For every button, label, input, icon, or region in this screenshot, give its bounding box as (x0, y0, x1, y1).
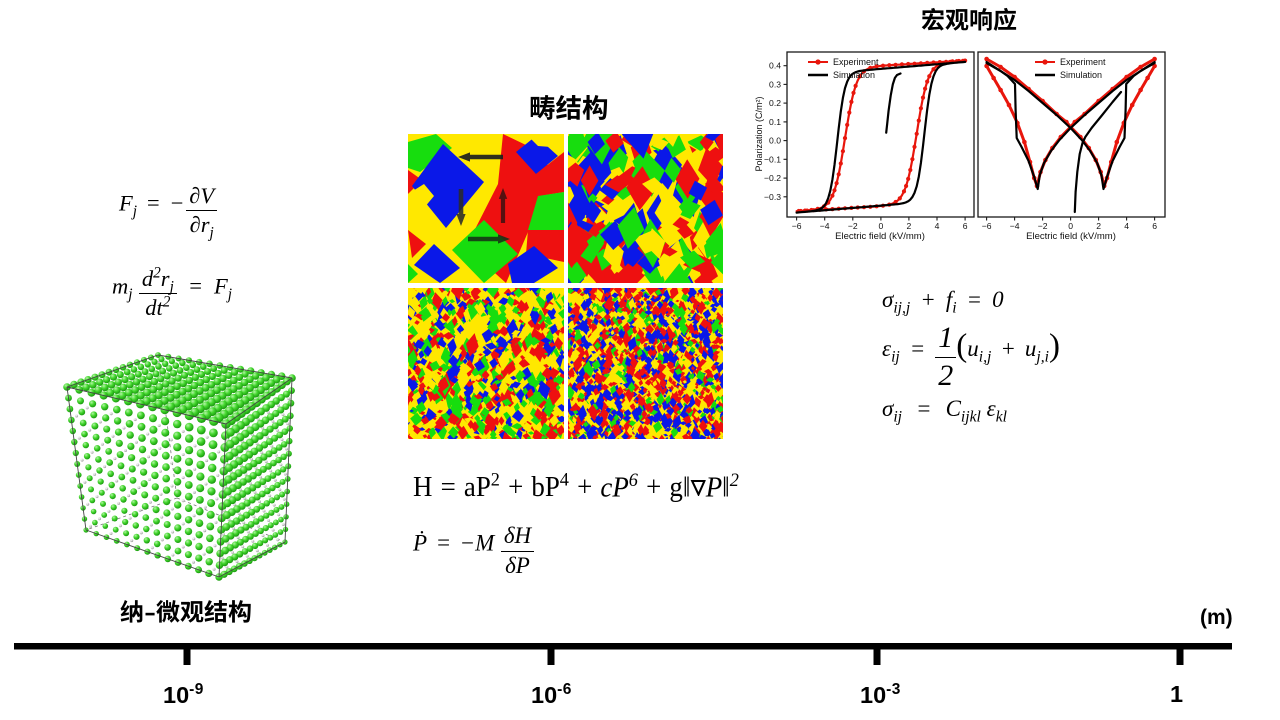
svg-text:0.0: 0.0 (769, 136, 781, 146)
svg-text:−0.2: −0.2 (764, 173, 781, 183)
svg-text:−0.1: −0.1 (764, 154, 781, 164)
svg-text:−0.3: −0.3 (764, 192, 781, 202)
svg-text:6: 6 (963, 221, 968, 231)
svg-text:Experiment: Experiment (1060, 57, 1106, 67)
svg-text:0: 0 (879, 221, 884, 231)
svg-text:2: 2 (907, 221, 912, 231)
svg-text:−4: −4 (820, 221, 830, 231)
svg-text:6: 6 (1152, 221, 1157, 231)
svg-text:−6: −6 (792, 221, 802, 231)
svg-text:Experiment: Experiment (833, 57, 879, 67)
svg-text:Electric field (kV/mm): Electric field (kV/mm) (1026, 231, 1116, 242)
svg-text:−4: −4 (1010, 221, 1020, 231)
svg-text:2: 2 (1096, 221, 1101, 231)
svg-text:−6: −6 (982, 221, 992, 231)
svg-text:Simulation: Simulation (1060, 70, 1102, 80)
svg-text:0.3: 0.3 (769, 79, 781, 89)
svg-text:Polarization (C/m²): Polarization (C/m²) (754, 96, 764, 171)
svg-text:4: 4 (935, 221, 940, 231)
svg-text:0.2: 0.2 (769, 98, 781, 108)
svg-text:Simulation: Simulation (833, 70, 875, 80)
svg-text:0.4: 0.4 (769, 61, 781, 71)
svg-text:Electric field (kV/mm): Electric field (kV/mm) (835, 231, 925, 242)
svg-text:0.1: 0.1 (769, 117, 781, 127)
svg-text:0: 0 (1068, 221, 1073, 231)
svg-text:4: 4 (1124, 221, 1129, 231)
svg-text:−2: −2 (1038, 221, 1048, 231)
svg-text:−2: −2 (848, 221, 858, 231)
